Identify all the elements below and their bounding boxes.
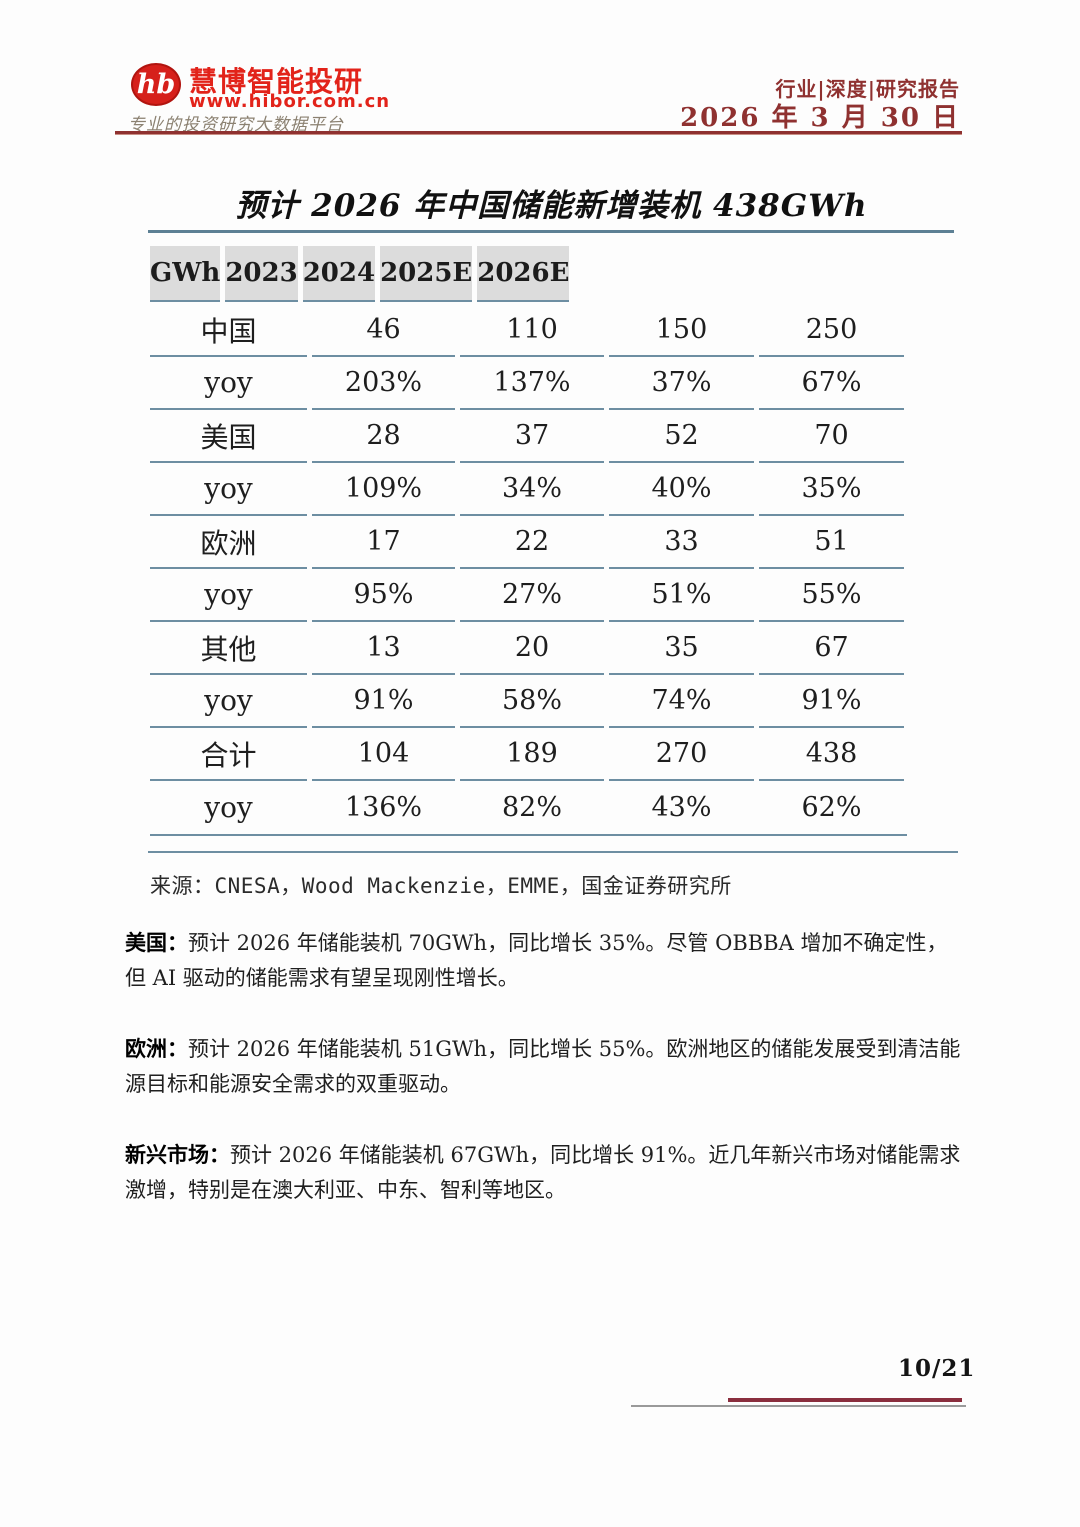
table-cell: 95%	[312, 569, 455, 622]
table-cell: 67%	[759, 357, 904, 410]
table-column-header: GWh	[150, 246, 221, 302]
table-row: 其他 13 20 35 67	[150, 622, 904, 675]
brand-tagline: 专业的投资研究大数据平台	[128, 115, 344, 135]
table-cell: 34%	[460, 463, 604, 516]
table-row-label: 欧洲	[150, 516, 307, 569]
table-cell: 62%	[801, 792, 862, 823]
table-cell: 28	[312, 410, 455, 463]
table-row-label: yoy	[150, 357, 307, 410]
table-cell: 91%	[312, 675, 455, 728]
brand-logo-icon: hb	[131, 63, 181, 106]
table-row: yoy 136% 82% 43% 62%	[150, 781, 904, 834]
table-cell: 74%	[609, 675, 754, 728]
paragraph-text: 预计 2026 年储能装机 51GWh，同比增长 55%。欧洲地区的储能发展受到…	[125, 1037, 961, 1096]
table-cell: 37	[460, 410, 604, 463]
table-cell: 70	[759, 410, 904, 463]
table-bottom-line-inner	[150, 834, 907, 836]
table-cell: 46	[312, 304, 455, 357]
table-source-note: 来源：CNESA，Wood Mackenzie，EMME，国金证券研究所	[150, 874, 732, 898]
table-cell: 52	[609, 410, 754, 463]
table-cell: 104	[312, 728, 455, 781]
table-cell: 37%	[609, 357, 754, 410]
table-cell: 20	[460, 622, 604, 675]
table-cell: 17	[312, 516, 455, 569]
table-row: yoy 109% 34% 40% 35%	[150, 463, 904, 516]
logo-monogram: hb	[136, 69, 176, 100]
table-row-label: 其他	[150, 622, 307, 675]
table-cell: 137%	[460, 357, 604, 410]
table-cell: 67	[759, 622, 904, 675]
table-row-label: yoy	[150, 463, 307, 516]
table-cell: 27%	[460, 569, 604, 622]
table-bottom-line-outer	[148, 851, 958, 853]
table-cell: 51%	[609, 569, 754, 622]
table-cell: 189	[460, 728, 604, 781]
body-paragraphs: 美国：预计 2026 年储能装机 70GWh，同比增长 35%。尽管 OBBBA…	[125, 925, 965, 1243]
table-row-label: 美国	[150, 410, 307, 463]
page-number: 10/21	[898, 1355, 976, 1382]
table-cell: 13	[312, 622, 455, 675]
footer-thin-line	[631, 1405, 966, 1407]
table-cell: 43%	[651, 792, 712, 823]
report-date: 2026 年 3 月 30 日	[680, 103, 960, 133]
table-cell: 250	[759, 304, 904, 357]
table-cell: 91%	[759, 675, 904, 728]
report-type-label: 行业|深度|研究报告	[775, 77, 960, 101]
table-row: yoy 91% 58% 74% 91%	[150, 675, 904, 728]
table-cell: 35	[609, 622, 754, 675]
paragraph: 新兴市场：预计 2026 年储能装机 67GWh，同比增长 91%。近几年新兴市…	[125, 1137, 965, 1208]
brand-name: 慧博智能投研	[189, 65, 364, 98]
paragraph-text: 预计 2026 年储能装机 70GWh，同比增长 35%。尽管 OBBBA 增加…	[125, 931, 948, 990]
table-column-header: 2024	[302, 246, 376, 302]
table-row-label: yoy	[204, 791, 253, 824]
table-cell: 136%	[344, 792, 423, 823]
table-cell: 82%	[501, 792, 562, 823]
table-column-header: 2023	[225, 246, 298, 302]
table-row: 欧洲 17 22 33 51	[150, 516, 904, 569]
paragraph: 美国：预计 2026 年储能装机 70GWh，同比增长 35%。尽管 OBBBA…	[125, 925, 965, 996]
table-row: 美国 28 37 52 70	[150, 410, 904, 463]
table-top-border	[148, 230, 954, 233]
table-cell: 33	[609, 516, 754, 569]
header-divider	[115, 131, 962, 135]
paragraph-label: 新兴市场：	[125, 1142, 230, 1167]
table-cell: 40%	[609, 463, 754, 516]
table-cell: 203%	[312, 357, 455, 410]
table-cell: 270	[609, 728, 754, 781]
brand-url: www.hibor.com.cn	[189, 91, 391, 112]
table-column-header: 2025E	[380, 246, 473, 302]
paragraph-label: 美国：	[125, 930, 188, 955]
table-body: 中国 46 110 150 250 yoy 203% 137% 37% 67% …	[150, 304, 904, 834]
table-cell: 35%	[759, 463, 904, 516]
table-row-label: yoy	[150, 569, 307, 622]
table-row: yoy 203% 137% 37% 67%	[150, 357, 904, 410]
paragraph: 欧洲：预计 2026 年储能装机 51GWh，同比增长 55%。欧洲地区的储能发…	[125, 1031, 965, 1102]
table-cell: 110	[460, 304, 604, 357]
table-row-label: 合计	[150, 728, 307, 781]
table-row-label: 中国	[150, 304, 307, 357]
table-cell: 55%	[759, 569, 904, 622]
table-cell: 109%	[312, 463, 455, 516]
table-row: yoy 95% 27% 51% 55%	[150, 569, 904, 622]
table-cell: 22	[460, 516, 604, 569]
table-row-label: yoy	[150, 675, 307, 728]
table-cell: 58%	[460, 675, 604, 728]
table-header-row: GWh 2023 2024 2025E 2026E	[150, 246, 570, 302]
table-row: 中国 46 110 150 250	[150, 304, 904, 357]
paragraph-label: 欧洲：	[125, 1036, 188, 1061]
table-row: 合计 104 189 270 438	[150, 728, 904, 781]
footer-accent-line	[728, 1398, 962, 1402]
table-cell: 150	[609, 304, 754, 357]
table-column-header: 2026E	[477, 246, 570, 302]
table-cell: 438	[759, 728, 904, 781]
table-cell: 51	[759, 516, 904, 569]
paragraph-text: 预计 2026 年储能装机 67GWh，同比增长 91%。近几年新兴市场对储能需…	[125, 1143, 961, 1202]
table-title: 预计 2026 年中国储能新增装机 438GWh	[235, 188, 868, 224]
